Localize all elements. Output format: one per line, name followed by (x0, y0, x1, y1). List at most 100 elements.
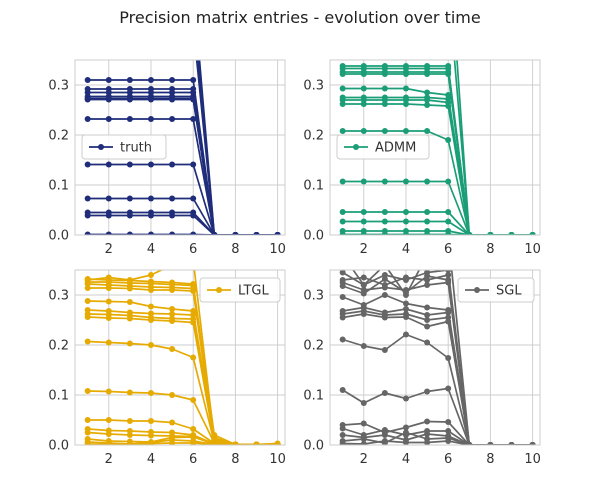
data-point (360, 209, 367, 215)
y-tick-label: 0.2 (303, 339, 324, 354)
data-point (360, 178, 367, 185)
x-tick-label: 4 (147, 452, 155, 467)
x-tick-label: 6 (189, 242, 197, 257)
data-point (445, 355, 452, 361)
data-point (424, 388, 431, 395)
data-point (402, 331, 409, 338)
data-point (381, 427, 388, 433)
y-tick-label: 0.1 (48, 389, 69, 404)
subplot-2: 2 4 6 8 10 0.0 0.1 0.2 0.3 ADMM (303, 59, 541, 257)
subplot-4: 2 4 6 8 10 0.0 0.1 0.2 0.3 SGL (303, 252, 541, 467)
series-line (87, 211, 278, 235)
data-point (360, 274, 367, 281)
data-point (169, 318, 176, 324)
data-point (147, 231, 154, 235)
series-6 (84, 96, 281, 235)
series-line (198, 60, 278, 235)
data-point (402, 218, 409, 225)
data-point (402, 292, 409, 298)
series-line (87, 95, 278, 235)
data-point (381, 85, 388, 92)
data-point (360, 400, 367, 406)
data-point (339, 336, 346, 343)
data-point (147, 96, 154, 103)
legend-swatch-marker (98, 144, 104, 150)
data-point (445, 385, 452, 392)
series-6 (339, 94, 536, 235)
data-point (106, 22, 112, 28)
data-point (84, 231, 91, 235)
data-point (487, 442, 494, 445)
y-tick-label: 0.0 (303, 229, 324, 244)
data-point (84, 277, 91, 283)
series-line (87, 118, 278, 235)
data-point (339, 294, 346, 300)
data-point (445, 309, 452, 316)
axes-frame (74, 269, 286, 446)
series-15 (456, 60, 536, 235)
series-line (453, 60, 533, 235)
data-point (424, 71, 431, 77)
y-tick-label: 0.1 (303, 179, 324, 194)
data-point (445, 71, 452, 77)
legend: truth (81, 134, 167, 160)
data-point (424, 282, 431, 288)
data-point (445, 438, 452, 444)
data-point (360, 311, 367, 317)
series-2 (84, 279, 281, 445)
subplot-1: 2 4 6 8 10 0.0 0.1 0.2 0.3 truth (48, 22, 286, 257)
data-point (424, 418, 431, 425)
data-point (169, 346, 176, 352)
data-point (126, 389, 133, 396)
data-point (84, 212, 91, 219)
legend-label: SGL (496, 284, 522, 299)
data-point (126, 315, 133, 322)
data-point (105, 285, 112, 291)
data-point (105, 431, 112, 437)
x-tick-label: 8 (486, 242, 494, 257)
data-point (147, 432, 154, 439)
data-point (339, 231, 346, 235)
data-point (126, 195, 133, 202)
data-point (169, 116, 176, 122)
legend-label: truth (120, 141, 152, 156)
series-line (352, 270, 533, 445)
data-point (105, 274, 112, 281)
data-point (360, 85, 367, 92)
data-point (424, 209, 431, 215)
series-16 (453, 60, 536, 235)
data-point (190, 195, 197, 202)
legend-label: ADMM (375, 141, 416, 156)
series-line (87, 163, 278, 235)
series-line (342, 420, 533, 445)
data-point (169, 306, 176, 312)
data-point (424, 312, 431, 318)
series-line (342, 73, 533, 235)
series-line (87, 340, 278, 445)
plot-area (84, 22, 281, 235)
data-point (126, 96, 133, 103)
y-tick-label: 0.3 (48, 79, 69, 94)
series-line (342, 427, 533, 445)
data-point (190, 257, 196, 263)
y-tick-label: 0.1 (48, 179, 69, 194)
data-point (190, 397, 197, 403)
data-point (190, 426, 197, 432)
series-line (342, 440, 533, 445)
data-point (105, 77, 112, 83)
data-point (274, 232, 281, 235)
data-point (340, 252, 346, 258)
data-point (424, 128, 431, 134)
data-point (402, 178, 409, 185)
data-point (190, 77, 197, 83)
series-line (342, 281, 533, 445)
series-line (342, 180, 533, 235)
data-point (169, 311, 176, 317)
series-line (87, 309, 278, 445)
data-point (339, 209, 346, 215)
data-point (402, 209, 409, 215)
data-point (190, 319, 197, 326)
data-point (445, 103, 452, 109)
series-13 (339, 228, 536, 235)
data-point (424, 218, 431, 225)
